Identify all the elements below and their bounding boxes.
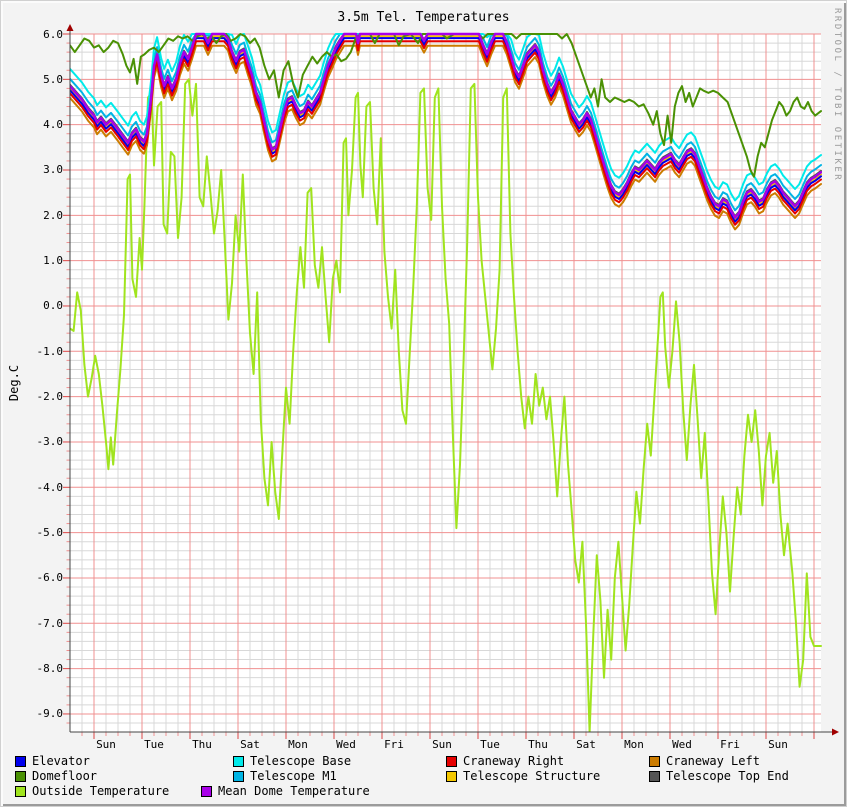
legend-label: Telescope Structure — [463, 769, 601, 783]
series-line-craneway-right — [70, 40, 822, 226]
x-tick-label: Thu — [192, 738, 212, 751]
x-tick-label: Sun — [432, 738, 452, 751]
x-tick-label: Sat — [576, 738, 596, 751]
x-tick-label: Tue — [480, 738, 500, 751]
legend-swatch-icon — [446, 755, 457, 767]
y-tick-label: 1.0 — [43, 254, 63, 268]
legend-label: Craneway Right — [463, 754, 565, 768]
legend-label: Telescope Base — [250, 754, 352, 768]
x-tick-label: Sun — [768, 738, 788, 751]
legend-item: Telescope Top End — [649, 770, 789, 782]
series-group — [70, 32, 822, 732]
legend-label: Outside Temperature — [32, 784, 170, 798]
y-axis-arrow-icon — [66, 24, 74, 31]
x-tick-label: Wed — [672, 738, 692, 751]
legend-item: Domefloor — [15, 770, 97, 782]
series-line-craneway-left — [70, 44, 822, 231]
y-tick-label: -3.0 — [36, 435, 64, 449]
legend-swatch-icon — [446, 770, 457, 782]
legend-item: Telescope Base — [233, 755, 351, 767]
legend-label: Domefloor — [32, 769, 98, 783]
y-tick-label: 3.0 — [43, 163, 63, 177]
legend-swatch-icon — [15, 770, 26, 782]
series-line-domefloor — [70, 33, 822, 178]
legend-item: Craneway Left — [649, 755, 760, 767]
y-tick-label: 2.0 — [43, 208, 63, 222]
x-tick-label: Fri — [384, 738, 404, 751]
legend-swatch-icon — [649, 755, 660, 767]
legend-swatch-icon — [649, 770, 660, 782]
legend-label: Telescope Top End — [666, 769, 789, 783]
legend-swatch-icon — [233, 755, 244, 767]
y-tick-label: -2.0 — [36, 390, 64, 404]
y-tick-label: 5.0 — [43, 72, 63, 86]
y-tick-label: -7.0 — [36, 616, 64, 630]
x-tick-label: Tue — [144, 738, 164, 751]
y-tick-label: 0.0 — [43, 299, 63, 313]
x-tick-label: Fri — [720, 738, 740, 751]
page-title: 3.5m Tel. Temperatures — [337, 10, 510, 25]
x-tick-label: Wed — [336, 738, 356, 751]
x-tick-label: Sun — [96, 738, 116, 751]
y-tick-label: -1.0 — [36, 344, 64, 358]
legend-item: Elevator — [15, 755, 90, 767]
y-tick-label: 4.0 — [43, 118, 63, 132]
x-tick-label: Sat — [240, 738, 260, 751]
legend-label: Elevator — [32, 754, 90, 768]
legend-item: Mean Dome Temperature — [201, 785, 370, 797]
legend-item: Outside Temperature — [15, 785, 169, 797]
legend-swatch-icon — [15, 755, 26, 767]
legend-swatch-icon — [201, 785, 212, 797]
x-axis-arrow-icon — [832, 728, 839, 736]
series-line-mean-dome-temperature — [70, 32, 822, 219]
x-tick-label: Thu — [528, 738, 548, 751]
legend-label: Mean Dome Temperature — [218, 784, 370, 798]
series-line-outside-temperature — [70, 78, 822, 732]
x-tick-label: Mon — [288, 738, 308, 751]
series-line-telescope-m1 — [70, 33, 822, 212]
legend-item: Telescope Structure — [446, 770, 600, 782]
legend-item: Craneway Right — [446, 755, 564, 767]
legend-label: Telescope M1 — [250, 769, 337, 783]
y-tick-label: -4.0 — [36, 480, 64, 494]
legend-swatch-icon — [15, 785, 26, 797]
watermark: RRDTOOL / TOBI OETIKER — [832, 8, 842, 183]
legend-swatch-icon — [233, 770, 244, 782]
legend-item: Telescope M1 — [233, 770, 337, 782]
y-tick-label: -5.0 — [36, 526, 64, 540]
y-tick-label: 6.0 — [43, 27, 63, 41]
x-tick-label: Mon — [624, 738, 644, 751]
legend-label: Craneway Left — [666, 754, 760, 768]
y-tick-label: -9.0 — [36, 707, 64, 721]
y-tick-label: -6.0 — [36, 571, 64, 585]
y-tick-label: -8.0 — [36, 662, 64, 676]
